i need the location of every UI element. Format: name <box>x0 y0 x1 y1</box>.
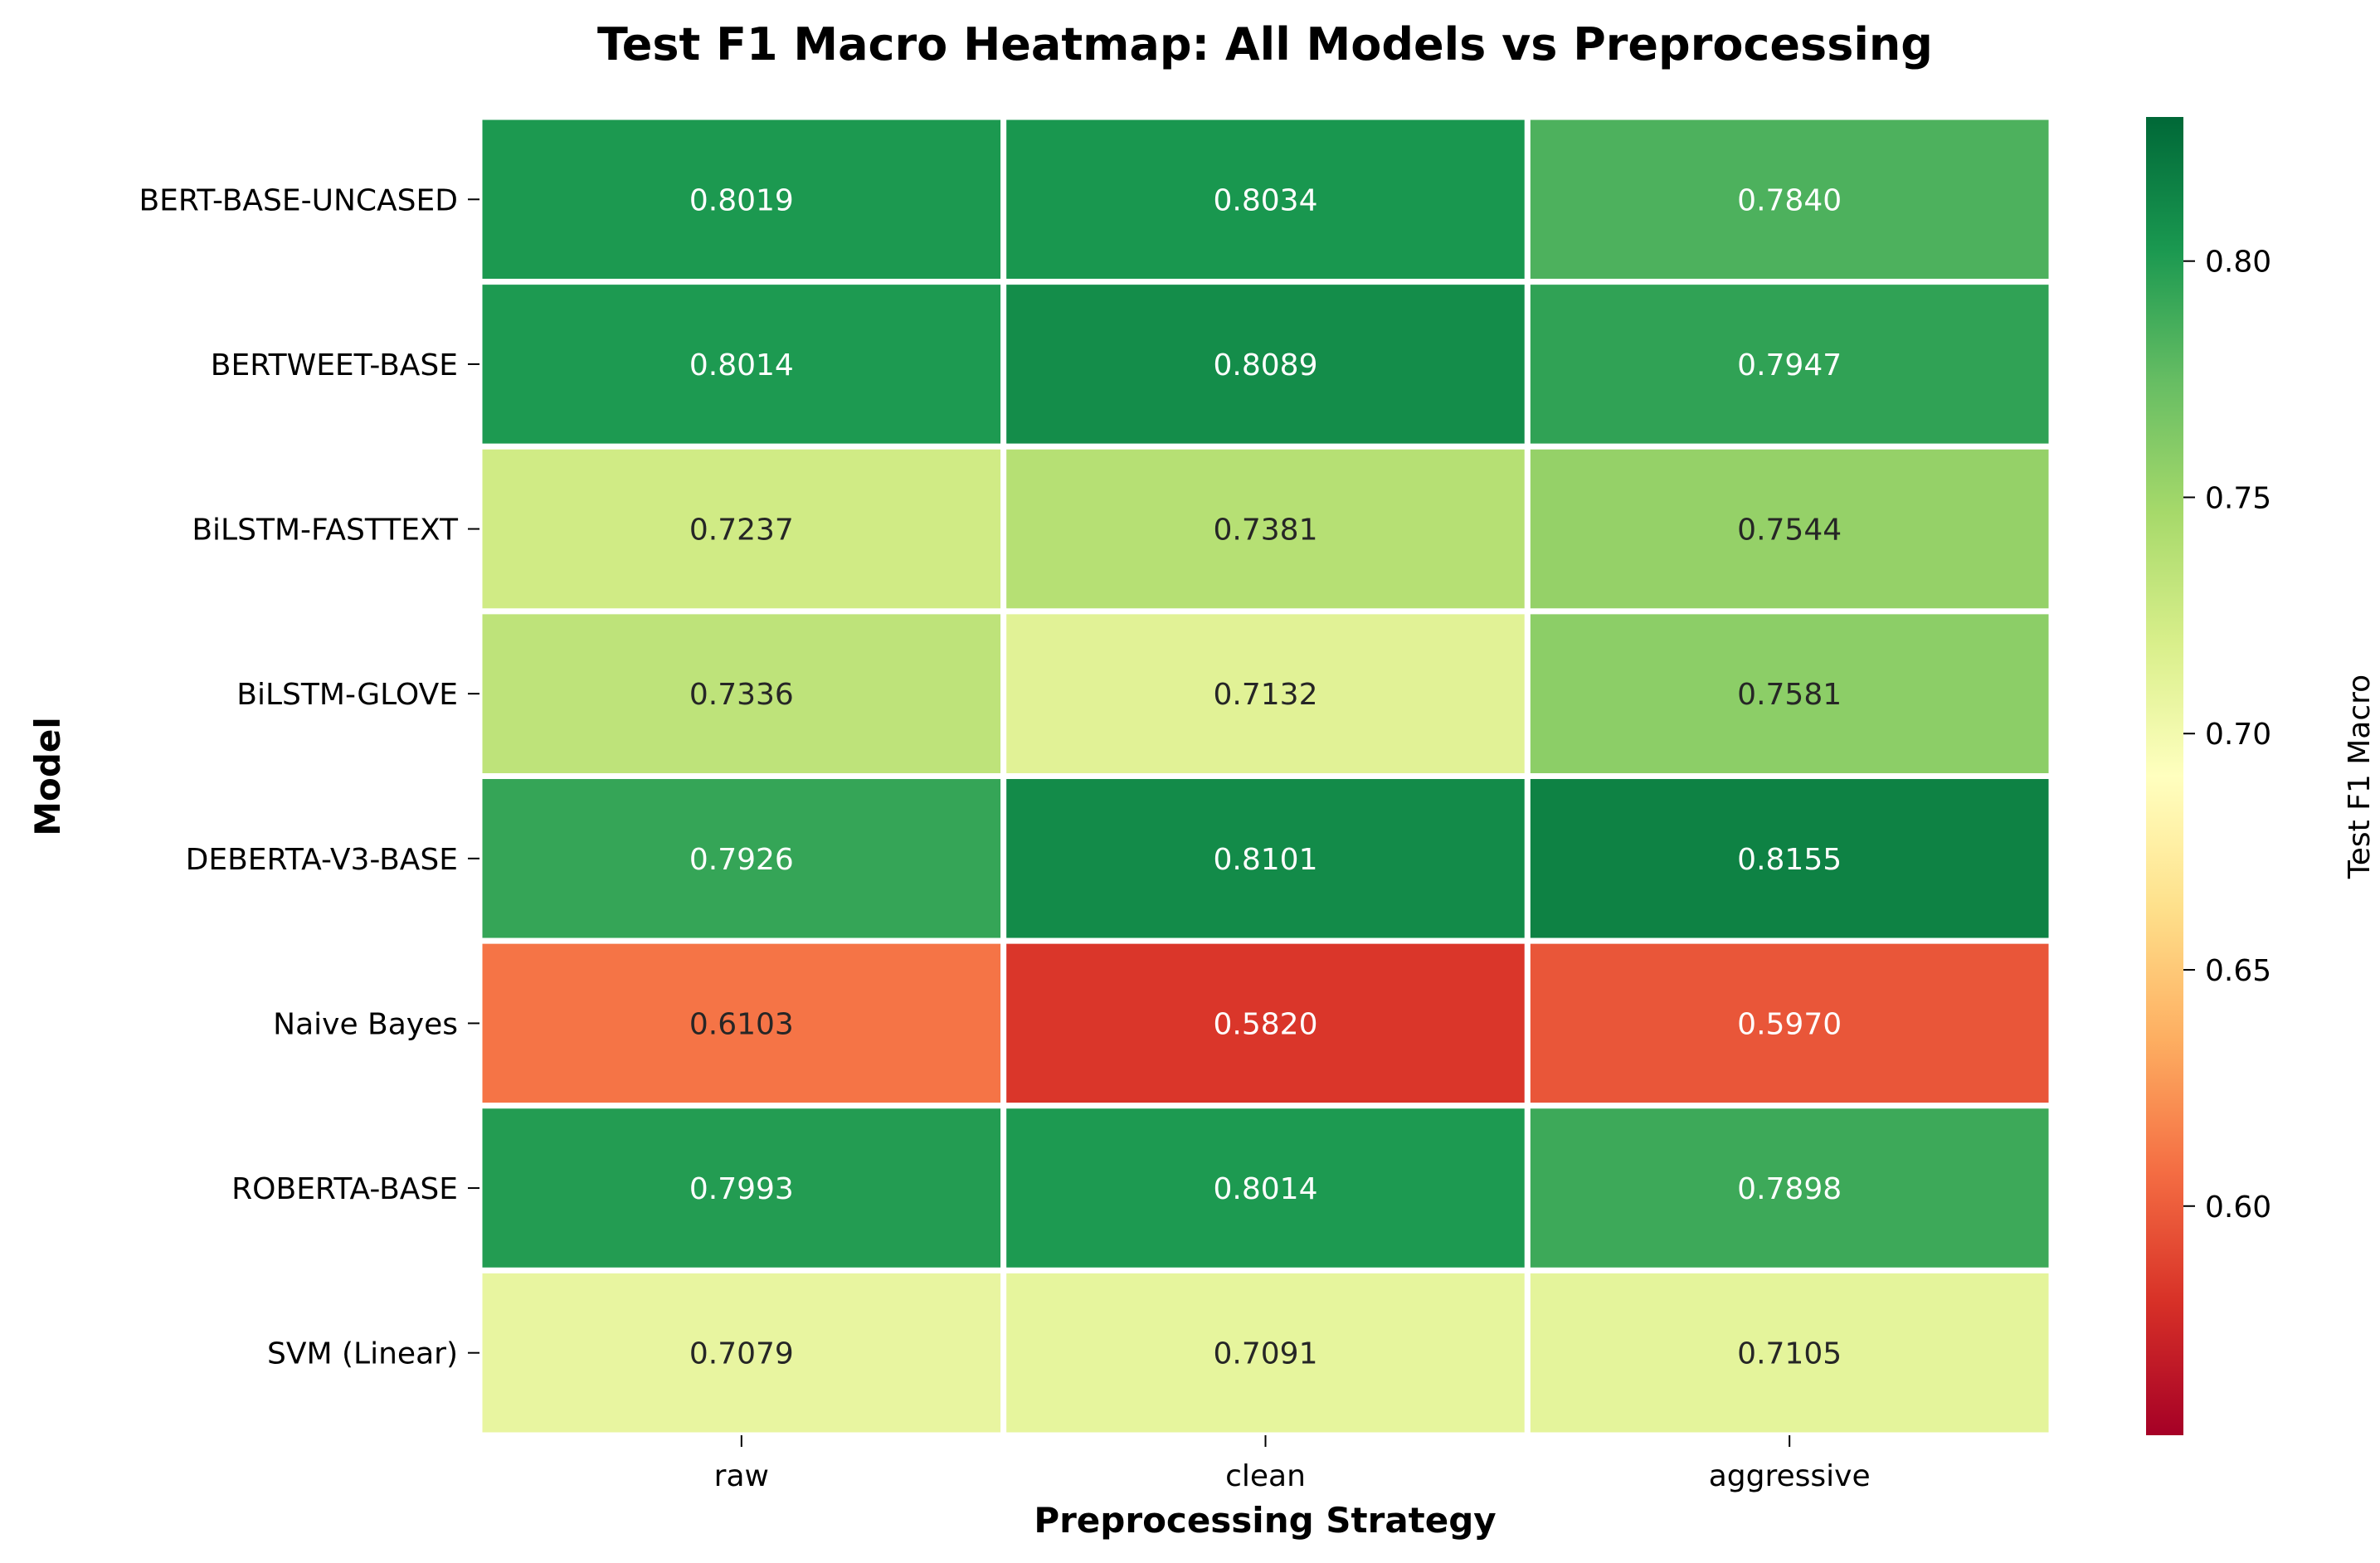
cell-value-label: 0.5820 <box>1214 1007 1318 1041</box>
colorbar: 0.60 0.65 0.70 0.75 0.80 <box>2146 117 2271 1435</box>
x-tick-labels: raw clean aggressive <box>714 1435 1871 1493</box>
cell-value-label: 0.8014 <box>1214 1172 1318 1206</box>
cell-value-label: 0.7898 <box>1737 1172 1842 1206</box>
heatmap-cell <box>476 1267 1007 1439</box>
colorbar-tick-label: 0.75 <box>2205 481 2271 515</box>
y-tick-label: BERT-BASE-UNCASED <box>139 183 458 217</box>
y-tick-label: BiLSTM-GLOVE <box>236 678 458 712</box>
cell-value-label: 0.5970 <box>1737 1007 1842 1041</box>
heatmap-cell <box>1000 1103 1531 1273</box>
heatmap-cells: 0.8019 0.8034 0.7840 0.8014 0.8089 0.7947 0.72… <box>476 114 2055 1439</box>
x-tick-label: raw <box>714 1459 769 1493</box>
cell-value-label: 0.7581 <box>1737 678 1842 712</box>
cell-value-label: 0.8101 <box>1214 843 1318 877</box>
colorbar-tick-label: 0.70 <box>2205 718 2271 752</box>
cell-value-label: 0.7132 <box>1214 678 1318 712</box>
heatmap-cell <box>476 608 1007 779</box>
x-tick-label: aggressive <box>1709 1459 1871 1493</box>
cell-value-label: 0.7091 <box>1214 1337 1318 1371</box>
x-axis-label: Preprocessing Strategy <box>1034 1500 1496 1541</box>
cell-value-label: 0.7993 <box>689 1172 794 1206</box>
y-tick-label: Naive Bayes <box>273 1007 458 1041</box>
cell-value-label: 0.7381 <box>1214 514 1318 548</box>
y-tick-label: DEBERTA-V3-BASE <box>186 843 458 877</box>
heatmap-cell <box>476 1103 1007 1273</box>
heatmap-cell <box>1524 279 2055 450</box>
cell-value-label: 0.7237 <box>689 514 794 548</box>
heatmap-cell <box>1000 114 1531 285</box>
heatmap-cell <box>476 114 1007 285</box>
heatmap-cell <box>1000 443 1531 615</box>
heatmap-cell <box>1000 773 1531 944</box>
cell-value-label: 0.8019 <box>689 183 794 217</box>
cell-value-label: 0.6103 <box>689 1007 794 1041</box>
heatmap-cell <box>1524 937 2055 1109</box>
heatmap-cell <box>1524 1103 2055 1273</box>
heatmap-cell <box>1524 608 2055 779</box>
y-tick-labels: BERT-BASE-UNCASED BERTWEET-BASE BiLSTM-FAS… <box>139 183 479 1371</box>
cell-value-label: 0.8155 <box>1737 843 1842 877</box>
cell-value-label: 0.8089 <box>1214 348 1318 382</box>
heatmap-cell <box>1000 937 1531 1109</box>
cell-value-label: 0.7336 <box>689 678 794 712</box>
chart-title: Test F1 Macro Heatmap: All Models vs Pre… <box>597 18 1933 71</box>
cell-value-label: 0.7105 <box>1737 1337 1842 1371</box>
colorbar-tick-label: 0.60 <box>2205 1191 2271 1225</box>
y-tick-label: BiLSTM-FASTTEXT <box>192 514 459 548</box>
cell-value-label: 0.7926 <box>689 843 794 877</box>
cell-value-label: 0.7840 <box>1737 183 1842 217</box>
colorbar-tick-label: 0.80 <box>2205 246 2271 280</box>
cell-value-label: 0.7947 <box>1737 348 1842 382</box>
cell-value-label: 0.8034 <box>1214 183 1318 217</box>
heatmap-cell <box>1524 1267 2055 1439</box>
colorbar-tick-label: 0.65 <box>2205 954 2271 988</box>
y-tick-label: ROBERTA-BASE <box>231 1172 458 1206</box>
y-tick-label: SVM (Linear) <box>267 1337 458 1371</box>
cell-value-label: 0.7079 <box>689 1337 794 1371</box>
heatmap-cell <box>1000 1267 1531 1439</box>
x-tick-label: clean <box>1225 1459 1306 1493</box>
cell-value-label: 0.7544 <box>1737 514 1842 548</box>
colorbar-label: Test F1 Macro <box>2343 674 2377 879</box>
y-tick-label: BERTWEET-BASE <box>211 348 458 382</box>
cell-value-label: 0.8014 <box>689 348 794 382</box>
y-axis-label: Model <box>27 717 68 836</box>
colorbar-gradient <box>2146 117 2183 1435</box>
